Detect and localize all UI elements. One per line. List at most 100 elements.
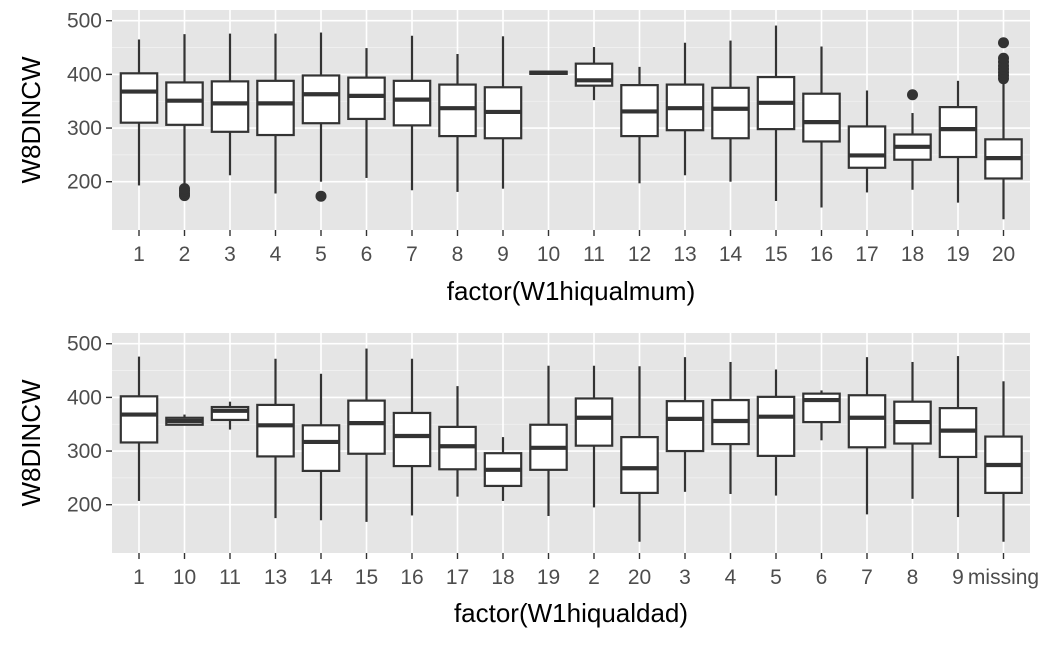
box-5 bbox=[301, 32, 341, 202]
iqr-box bbox=[938, 106, 978, 159]
x-tick-label: missing bbox=[968, 566, 1039, 589]
x-tick-label: 19 bbox=[537, 566, 560, 589]
x-tick-label: 17 bbox=[446, 566, 469, 589]
box-7 bbox=[847, 357, 887, 515]
iqr-box bbox=[802, 392, 841, 424]
iqr-box bbox=[347, 76, 386, 121]
x-tick-label: 8 bbox=[907, 566, 919, 589]
x-tick-label: 1 bbox=[133, 566, 145, 589]
box-2 bbox=[165, 34, 204, 202]
y-tick-label: 400 bbox=[67, 386, 102, 409]
box-1 bbox=[119, 356, 159, 501]
box-2 bbox=[574, 365, 614, 508]
iqr-box bbox=[165, 81, 204, 126]
bottom-boxes bbox=[119, 348, 1023, 542]
iqr-box bbox=[119, 395, 159, 444]
top-y-axis-title: W8DINCW bbox=[16, 56, 46, 184]
box-16 bbox=[392, 358, 432, 516]
y-tick-label: 300 bbox=[67, 440, 102, 463]
box-6 bbox=[347, 48, 386, 178]
box-16 bbox=[802, 46, 841, 208]
x-tick-label: 11 bbox=[583, 243, 605, 266]
x-tick-label: 7 bbox=[861, 566, 873, 589]
bottom-axis-ticks bbox=[106, 343, 1005, 559]
box-8 bbox=[438, 54, 477, 192]
iqr-box bbox=[711, 86, 750, 140]
box-13 bbox=[256, 358, 295, 519]
box-4 bbox=[711, 361, 750, 494]
iqr-box bbox=[301, 74, 341, 125]
box-20 bbox=[620, 366, 659, 542]
box-12 bbox=[620, 66, 659, 184]
iqr-box bbox=[210, 80, 250, 133]
iqr-box bbox=[847, 125, 887, 169]
box-15 bbox=[347, 348, 386, 522]
box-missing bbox=[984, 381, 1023, 542]
outlier-point bbox=[998, 37, 1009, 49]
box-4 bbox=[256, 33, 295, 194]
x-tick-label: 6 bbox=[816, 566, 828, 589]
box-6 bbox=[802, 390, 841, 441]
box-3 bbox=[210, 33, 250, 176]
iqr-box bbox=[301, 424, 341, 473]
x-tick-label: 8 bbox=[452, 243, 464, 266]
box-19 bbox=[938, 80, 978, 203]
x-tick-label: 1 bbox=[133, 243, 145, 266]
iqr-box bbox=[802, 92, 841, 143]
x-tick-label: 5 bbox=[315, 243, 327, 266]
outlier-point bbox=[315, 190, 327, 202]
top-y-tick-labels: 200 300 400 500 bbox=[67, 10, 102, 194]
x-tick-label: 3 bbox=[679, 566, 691, 589]
box-15 bbox=[756, 25, 796, 202]
iqr-box bbox=[119, 72, 159, 124]
x-tick-label: 3 bbox=[224, 243, 236, 266]
x-tick-label: 18 bbox=[491, 566, 514, 589]
iqr-box bbox=[347, 399, 386, 455]
x-tick-label: 13 bbox=[264, 566, 287, 589]
x-tick-label: 12 bbox=[628, 243, 651, 266]
top-plot-background bbox=[112, 10, 1030, 230]
iqr-box bbox=[574, 397, 614, 447]
y-tick-label: 200 bbox=[67, 171, 102, 194]
x-tick-label: 18 bbox=[901, 243, 924, 266]
box-17 bbox=[438, 386, 477, 497]
x-tick-label: 16 bbox=[810, 243, 833, 266]
iqr-box bbox=[665, 400, 705, 453]
y-tick-label: 200 bbox=[67, 494, 102, 517]
box-9 bbox=[938, 356, 978, 518]
outlier-point bbox=[998, 52, 1009, 64]
x-tick-label: 15 bbox=[764, 243, 787, 266]
y-tick-label: 500 bbox=[67, 333, 102, 356]
iqr-box bbox=[438, 83, 477, 138]
bottom-y-axis-title: W8DINCW bbox=[16, 379, 46, 507]
x-tick-label: 2 bbox=[588, 566, 600, 589]
x-tick-label: 9 bbox=[497, 243, 509, 266]
x-tick-label: 20 bbox=[992, 243, 1015, 266]
x-tick-label: 2 bbox=[179, 243, 191, 266]
x-tick-label: 15 bbox=[355, 566, 378, 589]
x-tick-label: 20 bbox=[628, 566, 651, 589]
x-tick-label: 10 bbox=[173, 566, 196, 589]
box-14 bbox=[301, 373, 341, 521]
iqr-box bbox=[620, 435, 659, 495]
top-boxes bbox=[119, 25, 1023, 220]
x-tick-label: 5 bbox=[770, 566, 782, 589]
outlier-point bbox=[179, 183, 190, 195]
box-10 bbox=[529, 70, 568, 75]
box-5 bbox=[756, 369, 796, 496]
box-1 bbox=[119, 39, 159, 186]
box-8 bbox=[893, 361, 932, 499]
iqr-box bbox=[256, 403, 295, 458]
x-tick-label: 6 bbox=[361, 243, 373, 266]
box-18 bbox=[483, 437, 523, 501]
x-tick-label: 14 bbox=[309, 566, 333, 589]
box-14 bbox=[711, 40, 750, 182]
top-x-axis-title: factor(W1hiqualmum) bbox=[447, 276, 696, 306]
iqr-box bbox=[256, 79, 295, 137]
outlier-point bbox=[907, 89, 918, 101]
x-tick-label: 11 bbox=[219, 566, 241, 589]
box-7 bbox=[392, 35, 432, 191]
x-tick-label: 9 bbox=[952, 566, 964, 589]
